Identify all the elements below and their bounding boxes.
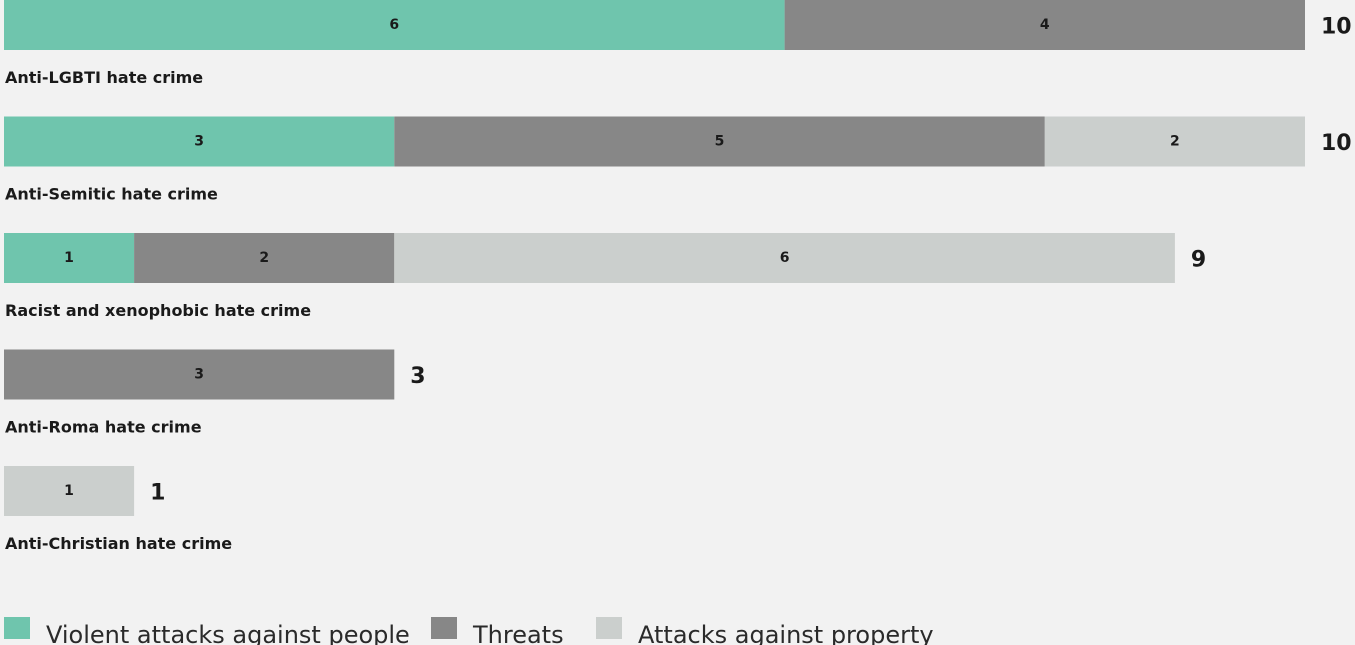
legend-swatch	[431, 617, 457, 639]
data-label: 2	[259, 250, 269, 266]
bar-segment	[134, 233, 395, 283]
category-label: Racist and xenophobic hate crime	[5, 301, 311, 320]
bars-group: 6 4 10 Anti-LGBTI hate crime 3 5 2 10 Anti-Semit…	[4, 0, 1352, 553]
total-label: 9	[1191, 248, 1206, 273]
legend-swatch	[4, 617, 30, 639]
total-label: 10	[1321, 131, 1352, 156]
legend-swatch	[596, 617, 622, 639]
total-label: 3	[410, 364, 425, 389]
total-label: 1	[150, 481, 165, 506]
category-label: Anti-Christian hate crime	[5, 534, 232, 553]
bar-segment	[394, 116, 1045, 167]
bar-segment	[1044, 116, 1305, 167]
data-label: 6	[780, 250, 790, 266]
bar-segment	[4, 466, 135, 516]
data-label: 2	[1170, 134, 1180, 150]
legend-label: Threats	[472, 621, 564, 645]
bar-segment	[4, 233, 135, 283]
total-label: 10	[1321, 15, 1352, 40]
legend-label: Attacks against property	[638, 621, 934, 645]
category-label: Anti-LGBTI hate crime	[5, 68, 203, 87]
data-label: 1	[64, 483, 74, 499]
data-label: 6	[389, 17, 399, 33]
legend: Violent attacks against people Threats Att…	[4, 617, 934, 645]
bar-segment	[394, 233, 1175, 283]
bar-segment	[4, 349, 395, 400]
data-label: 5	[715, 134, 725, 150]
data-label: 4	[1040, 17, 1050, 33]
bar-segment	[4, 0, 785, 50]
legend-label: Violent attacks against people	[46, 621, 410, 645]
category-label: Anti-Semitic hate crime	[5, 185, 218, 204]
bar-segment	[4, 116, 395, 167]
category-label: Anti-Roma hate crime	[5, 418, 202, 437]
data-label: 3	[194, 134, 204, 150]
bar-segment	[784, 0, 1305, 50]
data-label: 1	[64, 250, 74, 266]
data-label: 3	[194, 367, 204, 383]
